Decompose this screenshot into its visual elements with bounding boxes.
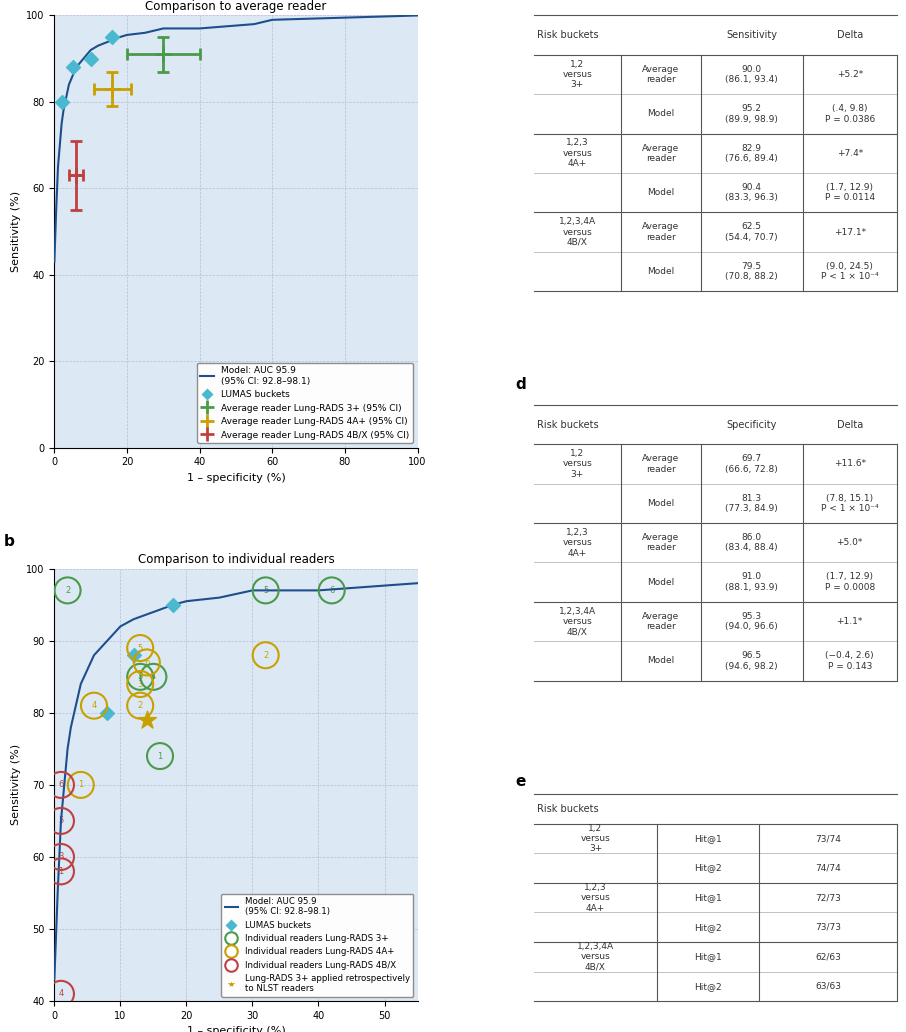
- Text: +11.6*: +11.6*: [834, 459, 866, 469]
- Text: b: b: [4, 535, 14, 549]
- Text: (9.0, 24.5)
P < 1 × 10⁻⁴: (9.0, 24.5) P < 1 × 10⁻⁴: [821, 262, 879, 281]
- Title: Comparison to individual readers: Comparison to individual readers: [138, 553, 334, 567]
- Text: 95.2
(89.9, 98.9): 95.2 (89.9, 98.9): [725, 104, 778, 124]
- Text: 6: 6: [58, 780, 63, 789]
- Text: d: d: [516, 378, 526, 392]
- Point: [54, 94, 69, 110]
- Text: 63/63: 63/63: [814, 981, 841, 991]
- Text: Hit@2: Hit@2: [694, 923, 722, 932]
- Text: 2: 2: [138, 701, 143, 710]
- Text: 3: 3: [138, 672, 143, 681]
- Y-axis label: Sensitivity (%): Sensitivity (%): [11, 744, 21, 826]
- Point: [87, 698, 101, 714]
- Text: +5.0*: +5.0*: [836, 539, 863, 547]
- Point: [83, 51, 98, 67]
- Text: 72/73: 72/73: [815, 893, 841, 902]
- Text: 1,2,3,4A
versus
4B/X: 1,2,3,4A versus 4B/X: [577, 942, 614, 972]
- Text: 1: 1: [78, 780, 83, 789]
- Text: Sensitivity: Sensitivity: [727, 30, 777, 40]
- Point: [65, 59, 80, 75]
- Text: (−0.4, 2.6)
P = 0.143: (−0.4, 2.6) P = 0.143: [825, 651, 874, 671]
- Text: Average
reader: Average reader: [642, 533, 680, 552]
- Text: Average
reader: Average reader: [642, 222, 680, 241]
- Text: +17.1*: +17.1*: [834, 228, 866, 236]
- Legend: Model: AUC 95.9
(95% CI: 92.8–98.1), LUMAS buckets, Individual readers Lung-RADS: Model: AUC 95.9 (95% CI: 92.8–98.1), LUM…: [221, 894, 413, 997]
- Legend: Model: AUC 95.9
(95% CI: 92.8–98.1), LUMAS buckets, Average reader Lung-RADS 3+ : Model: AUC 95.9 (95% CI: 92.8–98.1), LUM…: [197, 362, 413, 443]
- Point: [166, 596, 180, 613]
- Text: Hit@1: Hit@1: [694, 834, 722, 843]
- Text: 1,2,3
versus
4A+: 1,2,3 versus 4A+: [581, 882, 611, 912]
- Text: Hit@2: Hit@2: [694, 981, 722, 991]
- Point: [258, 647, 273, 664]
- Text: e: e: [516, 774, 526, 788]
- Text: Specificity: Specificity: [727, 420, 776, 429]
- Text: Hit@2: Hit@2: [694, 864, 722, 873]
- Text: +5.2*: +5.2*: [836, 70, 863, 79]
- Text: 3: 3: [138, 679, 143, 688]
- Text: Delta: Delta: [836, 420, 863, 429]
- Text: +1.1*: +1.1*: [836, 617, 863, 626]
- Text: 4: 4: [92, 701, 97, 710]
- Text: Average
reader: Average reader: [642, 612, 680, 632]
- Text: Average
reader: Average reader: [642, 65, 680, 85]
- Text: 1: 1: [58, 867, 63, 876]
- Point: [324, 582, 339, 599]
- Point: [53, 863, 68, 879]
- Text: 79.5
(70.8, 88.2): 79.5 (70.8, 88.2): [726, 262, 778, 281]
- Text: 6: 6: [329, 586, 334, 594]
- Text: 1,2,3
versus
4A+: 1,2,3 versus 4A+: [563, 527, 593, 557]
- Text: Model: Model: [647, 267, 674, 276]
- Point: [133, 640, 148, 656]
- Text: Delta: Delta: [836, 30, 863, 40]
- Text: 90.4
(83.3, 96.3): 90.4 (83.3, 96.3): [725, 183, 778, 202]
- Y-axis label: Sensitivity (%): Sensitivity (%): [11, 191, 21, 272]
- Text: 96.5
(94.6, 98.2): 96.5 (94.6, 98.2): [726, 651, 778, 671]
- Point: [153, 748, 168, 765]
- Text: 4: 4: [58, 990, 63, 998]
- Text: 86.0
(83.4, 88.4): 86.0 (83.4, 88.4): [726, 533, 778, 552]
- Text: 1,2
versus
3+: 1,2 versus 3+: [563, 60, 593, 90]
- Text: 1,2,3
versus
4A+: 1,2,3 versus 4A+: [563, 138, 593, 168]
- Text: Hit@1: Hit@1: [694, 893, 722, 902]
- Point: [61, 582, 75, 599]
- Point: [126, 647, 140, 664]
- Text: Hit@1: Hit@1: [694, 953, 722, 961]
- Text: (1.7, 12.9)
P = 0.0114: (1.7, 12.9) P = 0.0114: [824, 183, 875, 202]
- Text: 95.3
(94.0, 96.6): 95.3 (94.0, 96.6): [726, 612, 778, 632]
- Text: Average
reader: Average reader: [642, 143, 680, 163]
- Text: Average
reader: Average reader: [642, 454, 680, 474]
- Point: [105, 29, 120, 45]
- Text: c: c: [516, 0, 525, 3]
- Text: 73/73: 73/73: [814, 923, 841, 932]
- Text: Risk buckets: Risk buckets: [537, 804, 599, 814]
- Text: Model: Model: [647, 656, 674, 666]
- Text: 1: 1: [158, 751, 163, 761]
- Point: [53, 986, 68, 1002]
- Text: Model: Model: [647, 109, 674, 119]
- Text: 5: 5: [138, 644, 143, 652]
- Text: 91.0
(88.1, 93.9): 91.0 (88.1, 93.9): [725, 573, 778, 591]
- Text: Model: Model: [647, 498, 674, 508]
- Point: [53, 848, 68, 865]
- Point: [146, 669, 160, 685]
- Point: [133, 676, 148, 692]
- Text: 69.7
(66.6, 72.8): 69.7 (66.6, 72.8): [726, 454, 778, 474]
- Text: 4: 4: [150, 672, 156, 681]
- Text: (.4, 9.8)
P = 0.0386: (.4, 9.8) P = 0.0386: [824, 104, 875, 124]
- Point: [100, 705, 114, 721]
- Text: 62/63: 62/63: [815, 953, 841, 961]
- Point: [53, 777, 68, 794]
- Text: 62.5
(54.4, 70.7): 62.5 (54.4, 70.7): [726, 222, 778, 241]
- Text: 1,2,3,4A
versus
4B/X: 1,2,3,4A versus 4B/X: [559, 607, 596, 637]
- Text: 82.9
(76.6, 89.4): 82.9 (76.6, 89.4): [726, 143, 778, 163]
- Text: (1.7, 12.9)
P = 0.0008: (1.7, 12.9) P = 0.0008: [824, 573, 875, 591]
- Text: +7.4*: +7.4*: [836, 149, 863, 158]
- Text: 2: 2: [65, 586, 70, 594]
- Text: 3: 3: [58, 852, 63, 862]
- Text: 1,2
versus
3+: 1,2 versus 3+: [563, 449, 593, 479]
- Point: [133, 669, 148, 685]
- Point: [140, 712, 154, 729]
- Text: 81.3
(77.3, 84.9): 81.3 (77.3, 84.9): [726, 493, 778, 513]
- Text: 74/74: 74/74: [815, 864, 841, 873]
- X-axis label: 1 – specificity (%): 1 – specificity (%): [187, 473, 285, 483]
